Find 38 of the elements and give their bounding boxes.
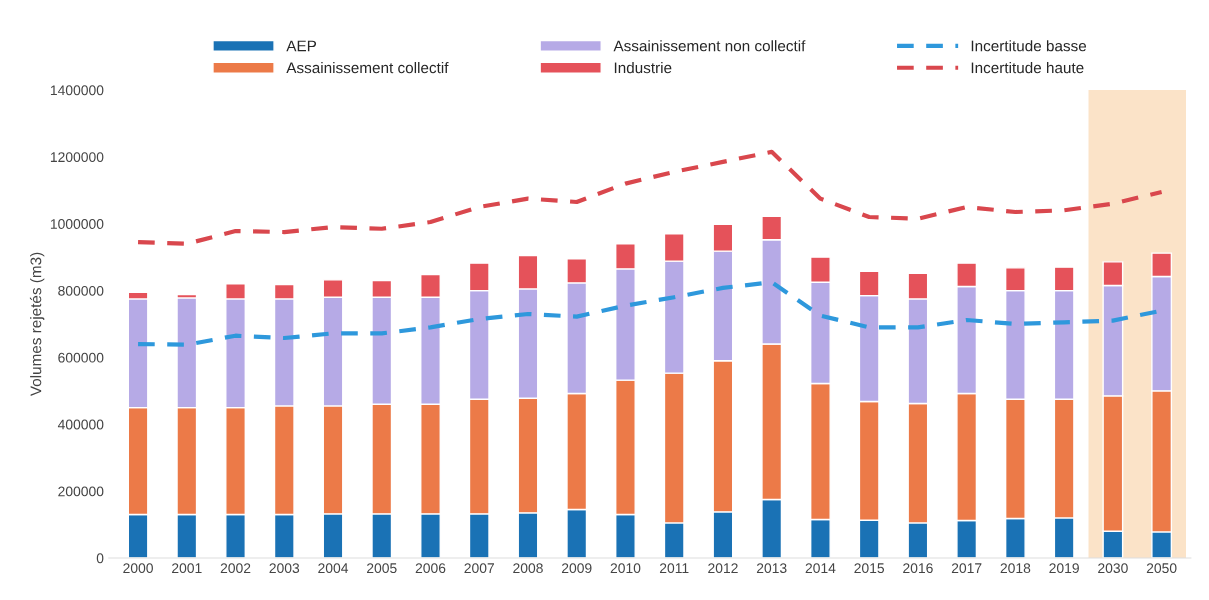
y-tick-label: 1000000 xyxy=(50,219,104,229)
y-tick-label: 400000 xyxy=(57,419,104,430)
y-tick-label: 200000 xyxy=(58,486,104,497)
y-tick-label: 1200000 xyxy=(50,152,104,163)
x-tick-label: 2018 xyxy=(1000,563,1031,574)
x-tick-label: 2002 xyxy=(220,563,251,574)
y-tick-label: 0 xyxy=(96,553,104,564)
y-axis-title: Volumes rejetés (m3) xyxy=(29,252,45,397)
x-tick-label: 2003 xyxy=(269,563,300,574)
x-tick-label: 2050 xyxy=(1146,563,1177,574)
x-tick-label: 2017 xyxy=(951,563,982,574)
x-tick-label: 2000 xyxy=(123,563,153,574)
line-series xyxy=(135,149,1164,246)
y-tick-label: 600000 xyxy=(58,352,104,363)
x-tick-label: 2015 xyxy=(854,563,885,574)
x-tick-label: 2019 xyxy=(1049,563,1079,574)
x-tick-label: 2008 xyxy=(513,563,543,574)
x-tick-label: 2005 xyxy=(367,563,397,574)
legend-label: Industrie xyxy=(614,62,672,74)
x-tick-label: 2006 xyxy=(415,563,446,574)
legend-label: AEP xyxy=(286,40,317,52)
x-tick-label: 2014 xyxy=(805,563,836,574)
legend-label: Assainissement non collectif xyxy=(613,40,806,52)
x-tick-label: 2012 xyxy=(708,563,738,574)
x-tick-label: 2030 xyxy=(1098,563,1128,574)
x-tick-label: 2007 xyxy=(464,563,494,574)
y-tick-label: 800000 xyxy=(58,285,104,296)
legend-label: Incertitude haute xyxy=(971,62,1084,74)
legend-label: Incertitude basse xyxy=(971,40,1087,52)
legend-label: Assainissement collectif xyxy=(286,62,449,74)
x-tick-label: 2010 xyxy=(610,563,641,574)
y-tick-label: 1400000 xyxy=(50,85,104,96)
x-tick-label: 2011 xyxy=(659,563,689,574)
x-tick-label: 2009 xyxy=(561,563,592,574)
x-tick-label: 2013 xyxy=(756,563,787,574)
x-tick-label: 2016 xyxy=(903,563,933,574)
x-tick-label: 2004 xyxy=(318,563,349,574)
x-tick-label: 2001 xyxy=(172,563,202,574)
